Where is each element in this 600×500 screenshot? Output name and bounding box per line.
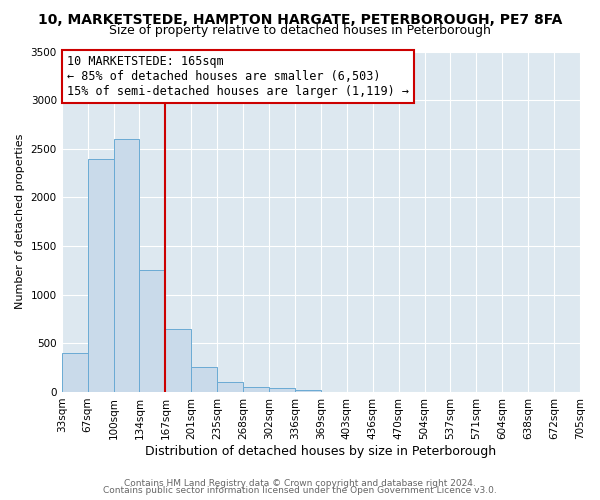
Text: 10 MARKETSTEDE: 165sqm
← 85% of detached houses are smaller (6,503)
15% of semi-: 10 MARKETSTEDE: 165sqm ← 85% of detached… (67, 55, 409, 98)
Bar (166, 328, 191, 392)
Bar (113, 139, 139, 392)
Bar (62, 353, 88, 392)
Text: Size of property relative to detached houses in Peterborough: Size of property relative to detached ho… (109, 24, 491, 37)
Bar (217, 382, 243, 392)
Bar (295, 390, 321, 392)
Bar (191, 366, 217, 392)
X-axis label: Distribution of detached houses by size in Peterborough: Distribution of detached houses by size … (145, 444, 496, 458)
Bar (139, 270, 166, 392)
Text: Contains HM Land Registry data © Crown copyright and database right 2024.: Contains HM Land Registry data © Crown c… (124, 478, 476, 488)
Text: Contains public sector information licensed under the Open Government Licence v3: Contains public sector information licen… (103, 486, 497, 495)
Bar (243, 386, 269, 392)
Bar (88, 158, 113, 392)
Text: 10, MARKETSTEDE, HAMPTON HARGATE, PETERBOROUGH, PE7 8FA: 10, MARKETSTEDE, HAMPTON HARGATE, PETERB… (38, 12, 562, 26)
Bar (269, 388, 295, 392)
Y-axis label: Number of detached properties: Number of detached properties (15, 134, 25, 310)
